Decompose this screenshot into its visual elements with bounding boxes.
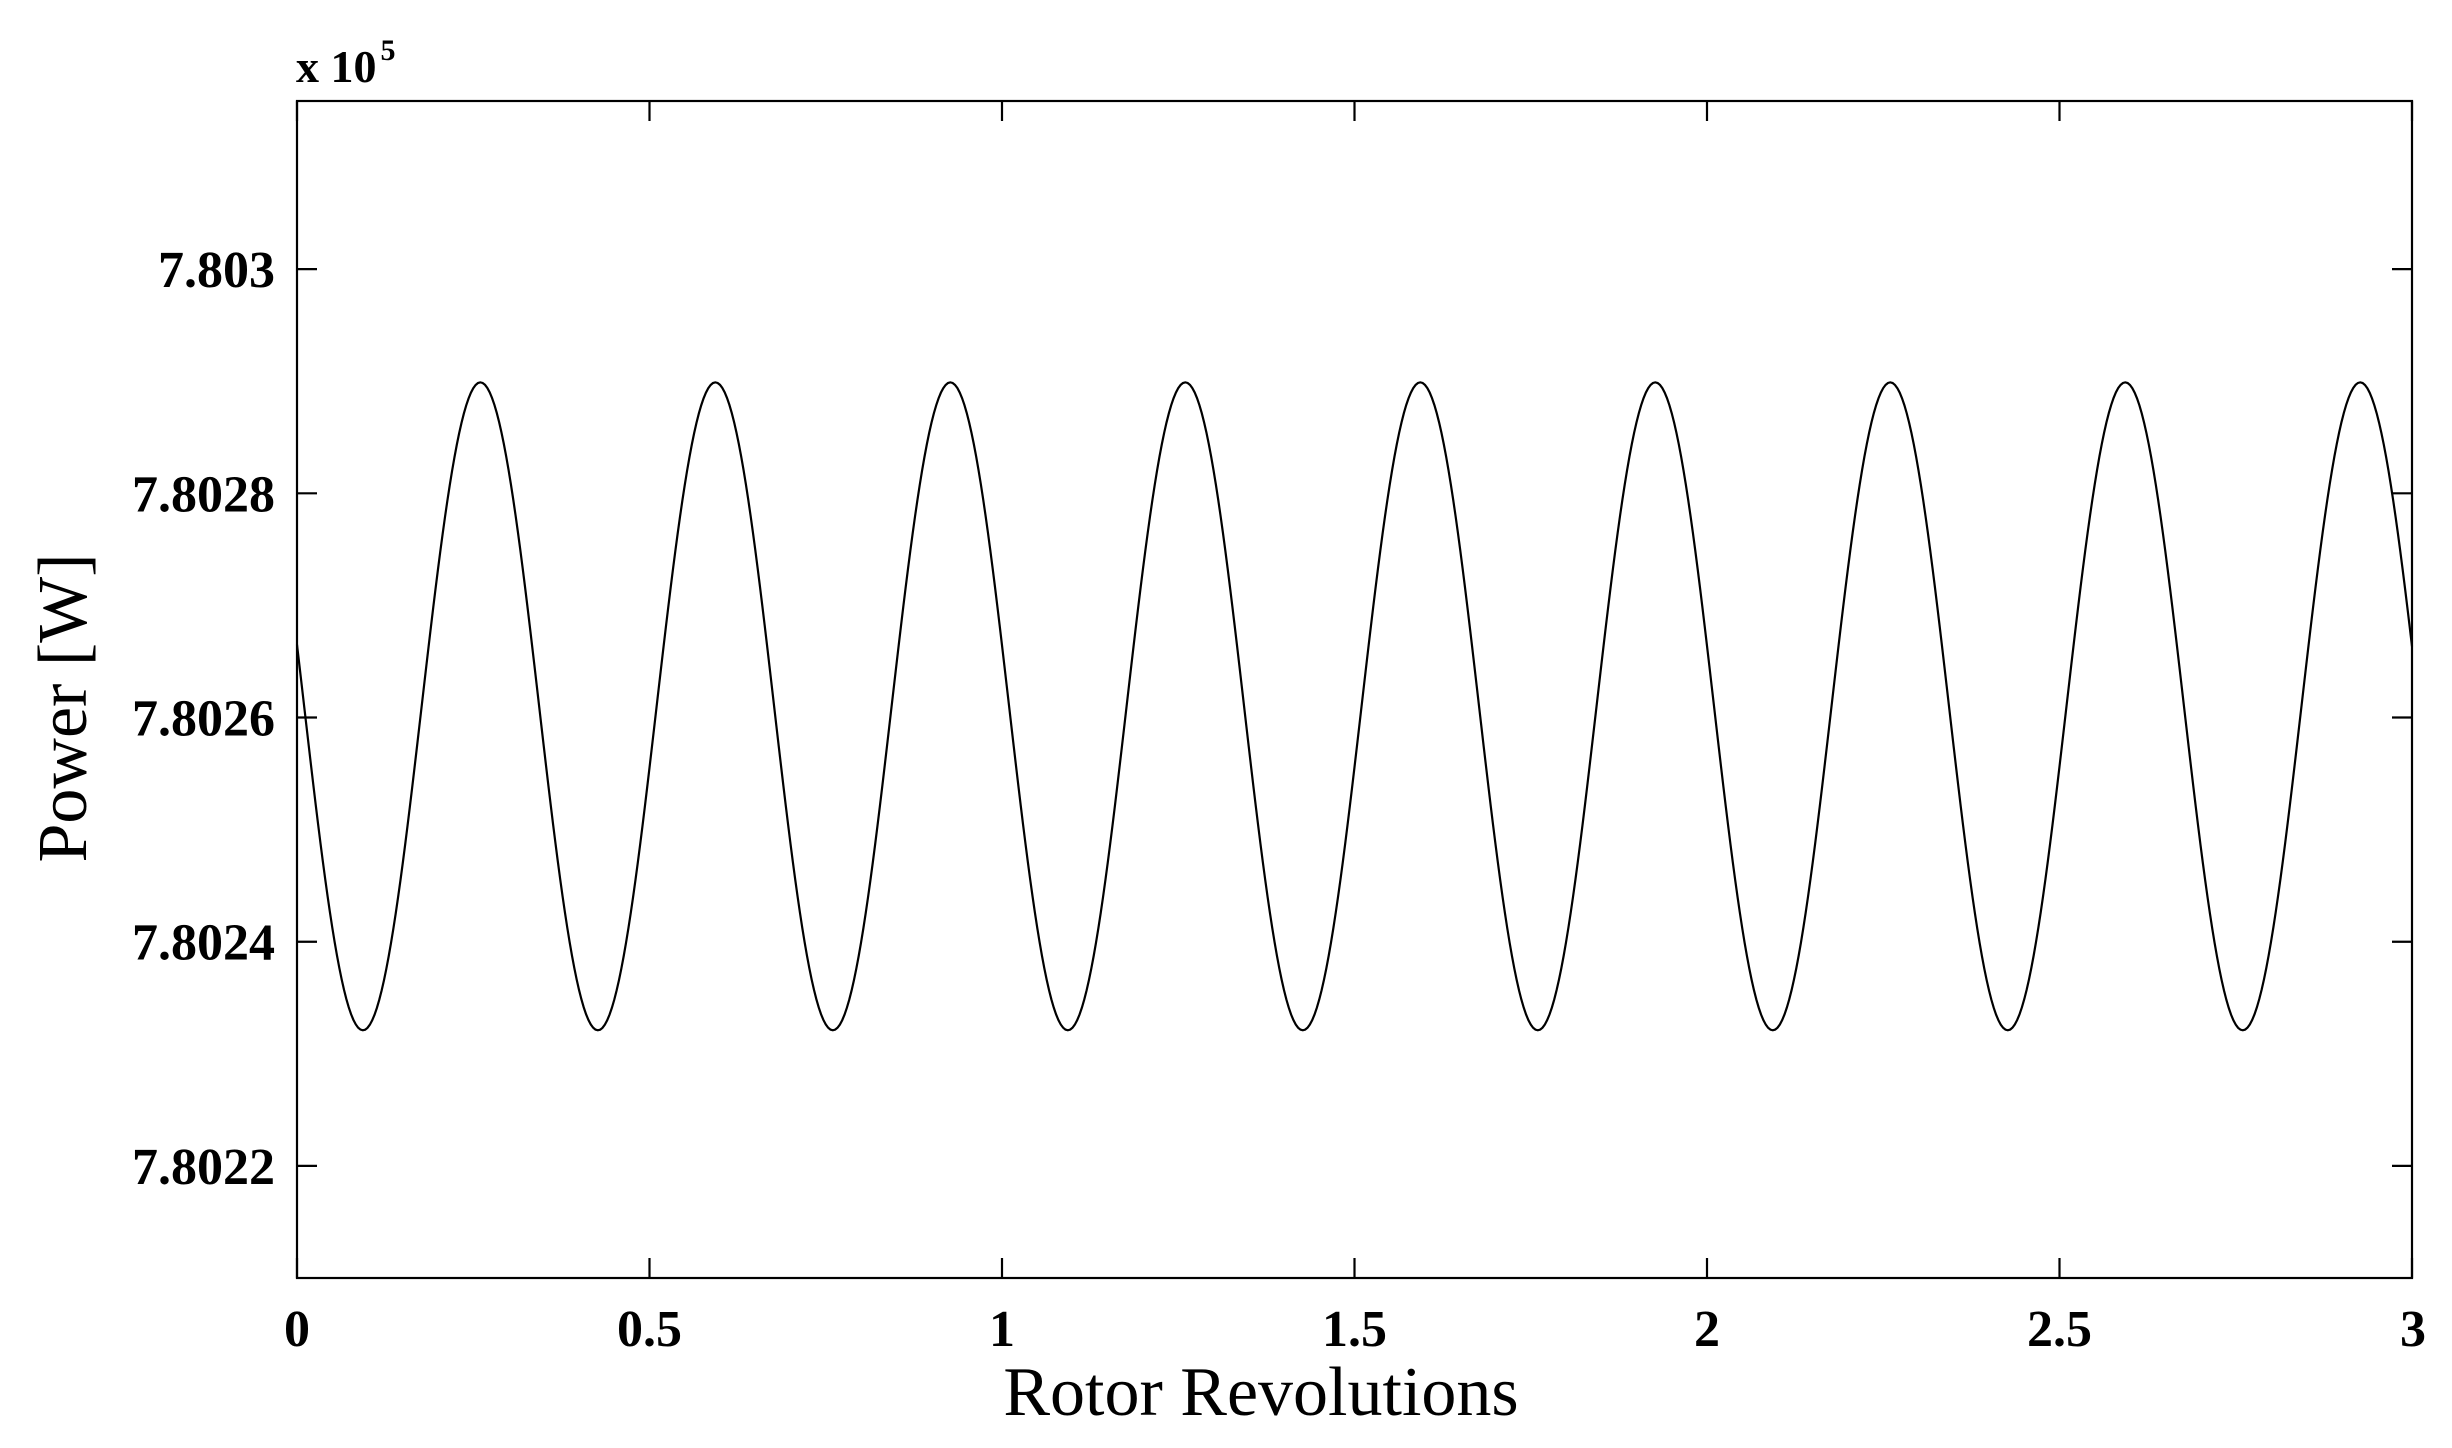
y-multiplier-exponent: 5 [381, 34, 396, 67]
x-tick-label: 0.5 [617, 1301, 682, 1358]
y-tick-label: 7.8026 [132, 691, 275, 748]
y-tick-label: 7.803 [158, 242, 275, 299]
x-tick-label: 0 [284, 1301, 310, 1358]
x-tick-label: 3 [2400, 1301, 2426, 1358]
power-series-line [295, 381, 2414, 1032]
y-axis-title: Power [W] [25, 553, 102, 862]
x-tick-label: 2.5 [2027, 1301, 2092, 1358]
x-tick-label: 2 [1694, 1301, 1720, 1358]
x-tick-labels: 0 0.5 1 1.5 2 2.5 3 [284, 1301, 2426, 1358]
y-tick-label: 7.8022 [132, 1139, 275, 1196]
y-tick-label: 7.8028 [132, 466, 275, 523]
plot-frame [295, 99, 2414, 1280]
y-multiplier: x 10 5 [296, 34, 396, 92]
y-tick-labels: 7.8022 7.8024 7.8026 7.8028 7.803 [132, 242, 275, 1196]
x-tick-label: 1.5 [1322, 1301, 1387, 1358]
x-tick-label: 1 [989, 1301, 1015, 1358]
y-multiplier-base: x 10 [296, 41, 377, 92]
y-tick-marks [297, 268, 2412, 1168]
y-tick-label: 7.8024 [132, 915, 275, 972]
x-axis-title: Rotor Revolutions [1003, 1354, 1518, 1431]
